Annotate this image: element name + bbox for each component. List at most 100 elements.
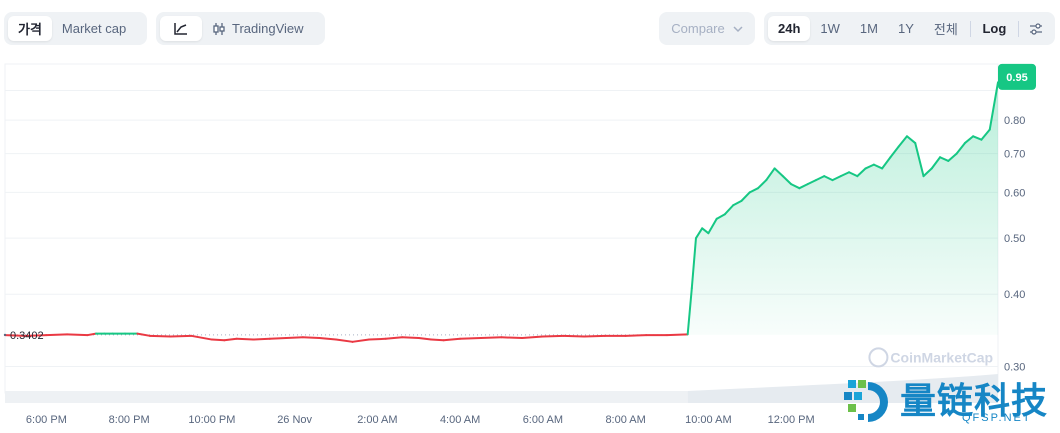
- price-line-segment: [732, 199, 743, 207]
- price-line-segment: [45, 333, 69, 337]
- tradingview-button[interactable]: TradingView: [202, 16, 314, 41]
- price-line-segment: [430, 338, 445, 342]
- compare-dropdown[interactable]: Compare: [659, 12, 755, 45]
- price-line-segment: [963, 135, 975, 145]
- price-line-segment: [318, 337, 337, 341]
- price-line-segment: [301, 336, 321, 340]
- range-all[interactable]: 전체: [933, 22, 958, 37]
- price-line-segment: [136, 332, 151, 337]
- price-line-segment: [66, 333, 89, 337]
- price-line-segment: [252, 337, 271, 341]
- range-24h[interactable]: 24h: [768, 16, 811, 41]
- price-line-segment: [541, 334, 565, 338]
- x-tick-label: 6:00 PM: [26, 414, 67, 426]
- price-line-segment: [757, 179, 768, 190]
- price-line-segment: [864, 163, 875, 170]
- price-line-segment: [707, 217, 718, 235]
- price-chart-svg: 0.80 0.70 0.60 0.50 0.40 0.30 0.3402 6:00 PM 8:…: [3, 63, 1036, 426]
- line-chart-icon[interactable]: [160, 16, 202, 41]
- price-line-segment: [190, 334, 213, 341]
- x-tick-label: 8:00 AM: [605, 414, 645, 426]
- price-line-segment: [905, 135, 917, 145]
- y-tick-label: 0.30: [1004, 362, 1025, 374]
- price-area-fill: [687, 82, 998, 335]
- price-line-segment: [442, 337, 462, 342]
- sliders-icon[interactable]: [1021, 16, 1051, 41]
- volume-bars: [5, 391, 688, 403]
- price-line-segment: [856, 167, 867, 178]
- price-line-segment: [690, 237, 697, 290]
- compare-label: Compare: [671, 21, 725, 36]
- price-line-segment: [831, 175, 842, 182]
- price-line-segment: [872, 163, 884, 170]
- open-price-label: 0.3402: [10, 330, 44, 342]
- price-line-segment: [980, 128, 991, 141]
- chart-toolbar: 가격 Market cap TradingView Compare 24h 1W: [0, 0, 1060, 56]
- price-line-segment: [500, 336, 524, 340]
- price-line-segment: [235, 337, 255, 341]
- price-line-segment: [988, 81, 999, 131]
- open-price-marker: [3, 333, 7, 337]
- chart-type-tabs: 가격 Market cap: [4, 12, 147, 45]
- range-1y[interactable]: 1Y: [897, 21, 914, 36]
- price-line-segment: [686, 287, 693, 336]
- price-line-segment: [740, 191, 751, 202]
- price-line-segment: [148, 334, 172, 338]
- price-line-segment: [848, 171, 859, 178]
- tab-market-cap[interactable]: Market cap: [61, 21, 127, 36]
- y-tick-label: 0.60: [1004, 187, 1025, 199]
- price-line-segment: [268, 337, 288, 340]
- price-line-segment: [24, 334, 48, 337]
- price-line-segment: [417, 337, 433, 341]
- price-line-segment: [459, 337, 482, 340]
- price-line-segment: [384, 336, 404, 340]
- price-line-segment: [368, 337, 387, 341]
- price-line-segment: [479, 336, 503, 340]
- x-tick-label: 6:00 AM: [523, 414, 563, 426]
- price-line-segment: [583, 334, 606, 338]
- price-line-segment: [723, 204, 735, 216]
- y-tick-label: 0.50: [1004, 233, 1025, 245]
- price-line-segment: [798, 183, 809, 190]
- x-tick-label: 10:00 AM: [685, 414, 731, 426]
- range-1w[interactable]: 1W: [820, 21, 840, 36]
- qfsp-logo-icon: [844, 380, 888, 422]
- price-line-segment: [562, 334, 586, 338]
- x-tick-label: 26 Nov: [277, 414, 312, 426]
- volume-bars: [687, 374, 998, 403]
- price-line-segment: [814, 175, 826, 182]
- coinmarketcap-logo-icon: [868, 347, 889, 368]
- price-line-segment: [881, 156, 892, 170]
- price-line-segment: [922, 167, 933, 178]
- price-line-segment: [401, 336, 420, 340]
- price-line-segment: [930, 156, 942, 170]
- tab-price[interactable]: 가격: [8, 16, 52, 41]
- price-line-segment: [624, 334, 648, 337]
- x-tick-label: 2:00 AM: [357, 414, 397, 426]
- tradingview-label: TradingView: [232, 21, 304, 36]
- candlestick-icon: [213, 22, 225, 35]
- line-chart-icon-glyph: [174, 22, 187, 35]
- x-tick-label: 8:00 PM: [109, 414, 150, 426]
- x-tick-label: 4:00 AM: [440, 414, 480, 426]
- price-line-segment: [765, 167, 776, 182]
- watermark-cn: 量链科技: [900, 381, 1049, 422]
- price-line-segment: [210, 338, 226, 342]
- price-line-segment: [806, 179, 817, 186]
- range-1m[interactable]: 1M: [859, 21, 878, 36]
- price-line-segment: [790, 183, 801, 190]
- price-chart[interactable]: 0.80 0.70 0.60 0.50 0.40 0.30 0.3402 6:00 PM 8:…: [0, 56, 1060, 428]
- price-line-segment: [773, 167, 784, 178]
- price-line-segment: [335, 338, 354, 343]
- price-line-segment: [715, 213, 726, 220]
- price-line-segment: [285, 336, 304, 340]
- price-line-segment: [169, 334, 193, 338]
- log-scale-toggle[interactable]: Log: [982, 21, 1007, 36]
- price-line-segment: [521, 335, 544, 340]
- chart-style-tabs: TradingView: [156, 12, 325, 45]
- price-line-segment: [351, 338, 371, 343]
- price-line-segment: [889, 145, 900, 159]
- chevron-down-icon: [733, 25, 743, 32]
- divider: [969, 20, 971, 37]
- price-line-segment: [748, 187, 760, 194]
